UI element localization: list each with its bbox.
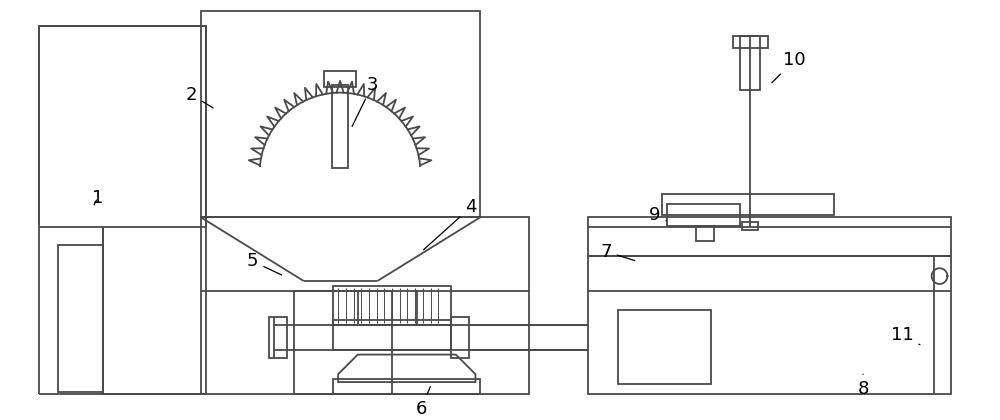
Bar bbox=[324, 71, 356, 87]
Bar bbox=[333, 379, 480, 394]
Text: 8: 8 bbox=[857, 374, 869, 398]
Bar bbox=[269, 318, 287, 357]
Text: 1: 1 bbox=[92, 189, 103, 207]
Text: 5: 5 bbox=[247, 252, 282, 275]
Bar bbox=[740, 36, 760, 90]
Bar bbox=[201, 217, 529, 394]
Bar bbox=[201, 11, 480, 217]
Bar bbox=[39, 26, 206, 394]
Bar bbox=[667, 205, 740, 226]
Text: 3: 3 bbox=[352, 76, 378, 126]
Bar bbox=[696, 226, 714, 241]
Text: 6: 6 bbox=[416, 386, 430, 417]
Bar bbox=[39, 227, 98, 394]
Bar bbox=[662, 194, 834, 215]
Bar bbox=[332, 85, 348, 168]
Bar bbox=[58, 245, 103, 392]
Bar bbox=[588, 217, 951, 257]
Bar bbox=[733, 36, 768, 47]
Text: 7: 7 bbox=[600, 243, 635, 260]
Bar bbox=[294, 291, 392, 394]
Bar bbox=[742, 222, 758, 230]
Bar bbox=[333, 286, 451, 325]
Text: 9: 9 bbox=[649, 206, 666, 224]
Text: 4: 4 bbox=[424, 198, 476, 250]
Text: 11: 11 bbox=[891, 326, 920, 345]
Bar bbox=[618, 310, 711, 384]
Bar bbox=[333, 320, 451, 350]
Text: 2: 2 bbox=[185, 86, 213, 108]
Bar bbox=[588, 257, 951, 394]
Text: 10: 10 bbox=[772, 51, 806, 83]
Bar bbox=[451, 318, 469, 357]
